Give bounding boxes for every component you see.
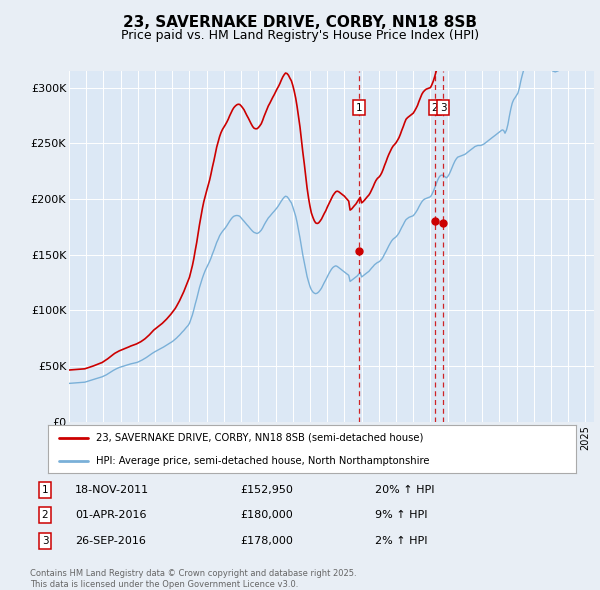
Text: 01-APR-2016: 01-APR-2016 bbox=[75, 510, 146, 520]
Text: Price paid vs. HM Land Registry's House Price Index (HPI): Price paid vs. HM Land Registry's House … bbox=[121, 29, 479, 42]
Text: £178,000: £178,000 bbox=[240, 536, 293, 546]
Text: 3: 3 bbox=[440, 103, 446, 113]
Text: 2: 2 bbox=[431, 103, 438, 113]
Text: 1: 1 bbox=[41, 485, 49, 494]
Text: HPI: Average price, semi-detached house, North Northamptonshire: HPI: Average price, semi-detached house,… bbox=[95, 456, 429, 466]
Text: 20% ↑ HPI: 20% ↑ HPI bbox=[375, 485, 434, 494]
Text: 23, SAVERNAKE DRIVE, CORBY, NN18 8SB: 23, SAVERNAKE DRIVE, CORBY, NN18 8SB bbox=[123, 15, 477, 30]
Text: 3: 3 bbox=[41, 536, 49, 546]
Text: 9% ↑ HPI: 9% ↑ HPI bbox=[375, 510, 427, 520]
Text: Contains HM Land Registry data © Crown copyright and database right 2025.
This d: Contains HM Land Registry data © Crown c… bbox=[30, 569, 356, 589]
Text: 18-NOV-2011: 18-NOV-2011 bbox=[75, 485, 149, 494]
Text: 1: 1 bbox=[356, 103, 362, 113]
Text: £180,000: £180,000 bbox=[240, 510, 293, 520]
Text: 2: 2 bbox=[41, 510, 49, 520]
Text: 26-SEP-2016: 26-SEP-2016 bbox=[75, 536, 146, 546]
Text: 2% ↑ HPI: 2% ↑ HPI bbox=[375, 536, 427, 546]
Text: 23, SAVERNAKE DRIVE, CORBY, NN18 8SB (semi-detached house): 23, SAVERNAKE DRIVE, CORBY, NN18 8SB (se… bbox=[95, 433, 423, 443]
Text: £152,950: £152,950 bbox=[240, 485, 293, 494]
